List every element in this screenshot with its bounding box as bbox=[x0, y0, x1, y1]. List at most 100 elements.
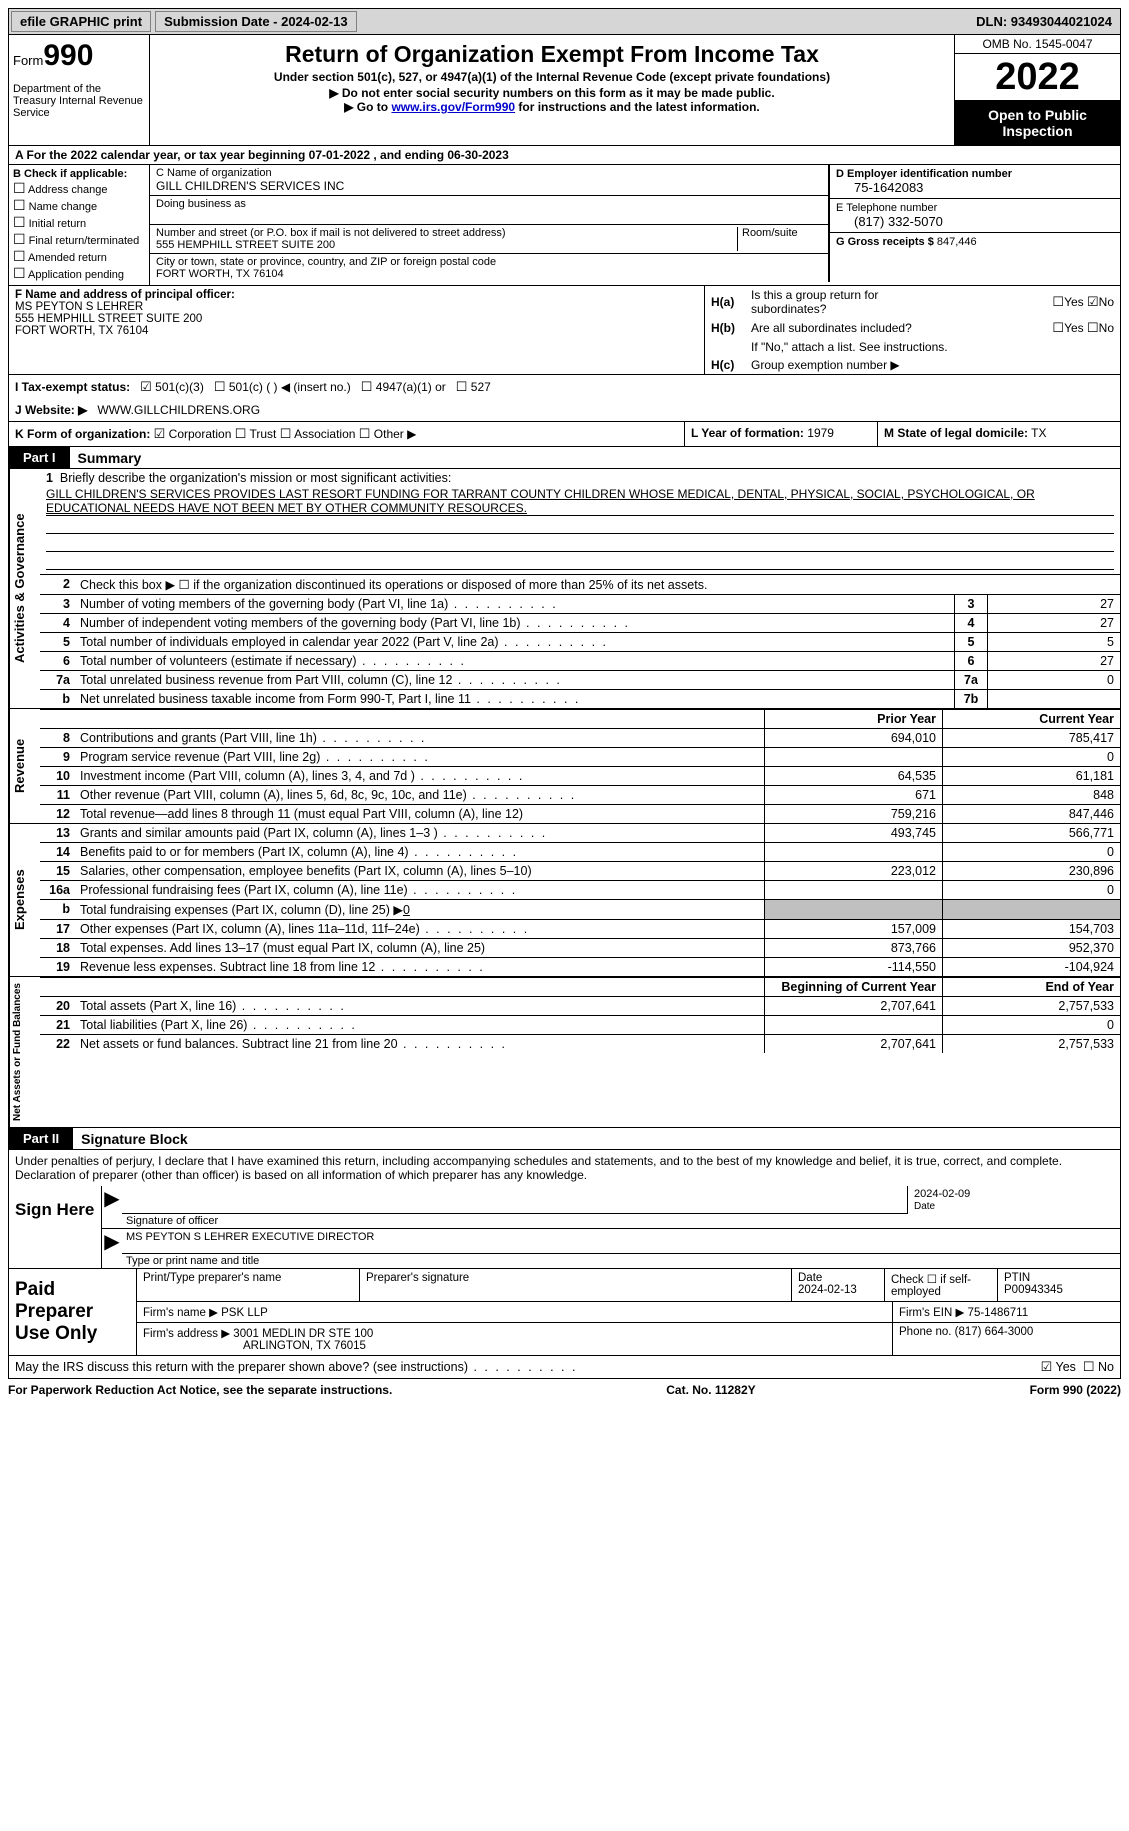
officer-label: F Name and address of principal officer: bbox=[15, 289, 235, 301]
mission-text: GILL CHILDREN'S SERVICES PROVIDES LAST R… bbox=[46, 487, 1114, 516]
ha-yes-checkbox[interactable]: ☐ bbox=[1052, 294, 1064, 309]
firm-ein-label: Firm's EIN ▶ bbox=[899, 1307, 964, 1319]
c16a: 0 bbox=[942, 881, 1120, 899]
b20: 2,707,641 bbox=[764, 997, 942, 1015]
discuss-no-checkbox[interactable]: ☐ bbox=[1083, 1359, 1095, 1374]
chk-trust[interactable]: ☐ bbox=[235, 426, 247, 441]
mission-label: Briefly describe the organization's miss… bbox=[60, 471, 451, 485]
ein-label: D Employer identification number bbox=[836, 168, 1012, 180]
c15: 230,896 bbox=[942, 862, 1120, 880]
section-net-assets: Net Assets or Fund Balances Beginning of… bbox=[8, 977, 1121, 1128]
chk-527[interactable]: ☐ bbox=[456, 379, 468, 394]
top-toolbar: efile GRAPHIC print Submission Date - 20… bbox=[8, 8, 1121, 35]
p17: 157,009 bbox=[764, 920, 942, 938]
row-a-tax-year: A For the 2022 calendar year, or tax yea… bbox=[8, 146, 1121, 165]
p8: 694,010 bbox=[764, 729, 942, 747]
chk-corporation[interactable]: ☑ bbox=[154, 426, 166, 441]
form-subtitle-3: ▶ Go to www.irs.gov/Form990 for instruct… bbox=[154, 100, 950, 114]
e20: 2,757,533 bbox=[942, 997, 1120, 1015]
chk-4947[interactable]: ☐ bbox=[361, 379, 373, 394]
h-b-label: H(b) bbox=[711, 321, 751, 335]
checkbox-initial-return[interactable]: ☐ bbox=[13, 214, 26, 230]
p14 bbox=[764, 843, 942, 861]
h-c-label: H(c) bbox=[711, 358, 751, 372]
firm-phone-label: Phone no. bbox=[899, 1326, 951, 1338]
part1-header: Part I Summary bbox=[8, 447, 1121, 469]
side-label-revenue: Revenue bbox=[9, 709, 40, 823]
form-subtitle-1: Under section 501(c), 527, or 4947(a)(1)… bbox=[154, 70, 950, 84]
officer-signature-field[interactable]: Signature of officer bbox=[122, 1186, 907, 1214]
efile-print-button[interactable]: efile GRAPHIC print bbox=[11, 11, 151, 32]
signature-date: 2024-02-09Date bbox=[907, 1186, 1120, 1214]
chk-501c[interactable]: ☐ bbox=[214, 379, 226, 394]
p16b-grey bbox=[764, 900, 942, 919]
checkbox-application-pending[interactable]: ☐ bbox=[13, 265, 26, 281]
website-value: WWW.GILLCHILDRENS.ORG bbox=[97, 403, 260, 417]
chk-other[interactable]: ☐ bbox=[359, 426, 371, 441]
part2-title: Signature Block bbox=[73, 1131, 188, 1147]
prep-ptin: PTINP00943345 bbox=[998, 1269, 1120, 1301]
col-de-contact: D Employer identification number 75-1642… bbox=[829, 165, 1120, 282]
submission-date-button[interactable]: Submission Date - 2024-02-13 bbox=[155, 11, 357, 32]
year-box: OMB No. 1545-0047 2022 Open to Public In… bbox=[954, 35, 1120, 145]
firm-ein: 75-1486711 bbox=[968, 1307, 1029, 1319]
checkbox-name-change[interactable]: ☐ bbox=[13, 197, 26, 213]
treasury-dept-label: Department of the Treasury Internal Reve… bbox=[13, 83, 145, 119]
checkbox-final-return[interactable]: ☐ bbox=[13, 231, 26, 247]
p18: 873,766 bbox=[764, 939, 942, 957]
mission-blank-3 bbox=[46, 554, 1114, 570]
hb-yes-checkbox[interactable]: ☐ bbox=[1052, 320, 1064, 335]
tax-year: 2022 bbox=[955, 54, 1120, 101]
checkbox-address-change[interactable]: ☐ bbox=[13, 180, 26, 196]
irs-link[interactable]: www.irs.gov/Form990 bbox=[391, 100, 515, 114]
c13: 566,771 bbox=[942, 824, 1120, 842]
mission-blank-2 bbox=[46, 536, 1114, 552]
side-label-net-assets: Net Assets or Fund Balances bbox=[9, 977, 40, 1127]
col-f-officer: F Name and address of principal officer:… bbox=[9, 286, 705, 374]
form-word: Form bbox=[13, 53, 43, 68]
org-name: GILL CHILDREN'S SERVICES INC bbox=[156, 179, 344, 193]
city-label: City or town, state or province, country… bbox=[156, 256, 496, 268]
val-3: 27 bbox=[987, 595, 1120, 613]
firm-addr2: ARLINGTON, TX 76015 bbox=[243, 1340, 366, 1352]
page-footer: For Paperwork Reduction Act Notice, see … bbox=[8, 1379, 1121, 1401]
officer-group-block: F Name and address of principal officer:… bbox=[8, 286, 1121, 375]
paperwork-notice: For Paperwork Reduction Act Notice, see … bbox=[8, 1383, 392, 1397]
p12: 759,216 bbox=[764, 805, 942, 823]
form-subtitle-2: ▶ Do not enter social security numbers o… bbox=[154, 86, 950, 100]
line-17: Other expenses (Part IX, column (A), lin… bbox=[76, 920, 764, 938]
signature-block: Under penalties of perjury, I declare th… bbox=[8, 1150, 1121, 1356]
checkbox-amended-return[interactable]: ☐ bbox=[13, 248, 26, 264]
section-revenue: Revenue Prior YearCurrent Year 8Contribu… bbox=[8, 709, 1121, 824]
row-j-website: J Website: ▶ WWW.GILLCHILDRENS.ORG bbox=[8, 399, 1121, 422]
p19: -114,550 bbox=[764, 958, 942, 976]
chk-501c3[interactable]: ☑ bbox=[140, 379, 152, 394]
phone-label: E Telephone number bbox=[836, 202, 937, 214]
p15: 223,012 bbox=[764, 862, 942, 880]
val-7a: 0 bbox=[987, 671, 1120, 689]
room-suite-label: Room/suite bbox=[738, 227, 822, 251]
line-18: Total expenses. Add lines 13–17 (must eq… bbox=[76, 939, 764, 957]
c12: 847,446 bbox=[942, 805, 1120, 823]
chk-association[interactable]: ☐ bbox=[280, 426, 292, 441]
c19: -104,924 bbox=[942, 958, 1120, 976]
firm-name-label: Firm's name ▶ bbox=[143, 1307, 218, 1319]
val-5: 5 bbox=[987, 633, 1120, 651]
col-k-form-org: K Form of organization: ☑ Corporation ☐ … bbox=[9, 422, 685, 446]
form-title: Return of Organization Exempt From Incom… bbox=[154, 41, 950, 68]
hb-no-checkbox[interactable]: ☐ bbox=[1087, 320, 1099, 335]
line-19: Revenue less expenses. Subtract line 18 … bbox=[76, 958, 764, 976]
h-a-label: H(a) bbox=[711, 295, 751, 309]
line-15: Salaries, other compensation, employee b… bbox=[76, 862, 764, 880]
col-end-year: End of Year bbox=[942, 978, 1120, 996]
line-2: Check this box ▶ ☐ if the organization d… bbox=[76, 575, 1120, 594]
p9 bbox=[764, 748, 942, 766]
line-5: Total number of individuals employed in … bbox=[76, 633, 954, 651]
ha-no-checkbox[interactable]: ☑ bbox=[1087, 294, 1099, 309]
line-8: Contributions and grants (Part VIII, lin… bbox=[76, 729, 764, 747]
omb-number: OMB No. 1545-0047 bbox=[955, 35, 1120, 54]
prep-name-header: Print/Type preparer's name bbox=[137, 1269, 360, 1301]
discuss-yes-checkbox[interactable]: ☑ bbox=[1041, 1359, 1053, 1374]
perjury-declaration: Under penalties of perjury, I declare th… bbox=[9, 1150, 1120, 1186]
col-m-state-domicile: M State of legal domicile: TX bbox=[878, 422, 1120, 446]
